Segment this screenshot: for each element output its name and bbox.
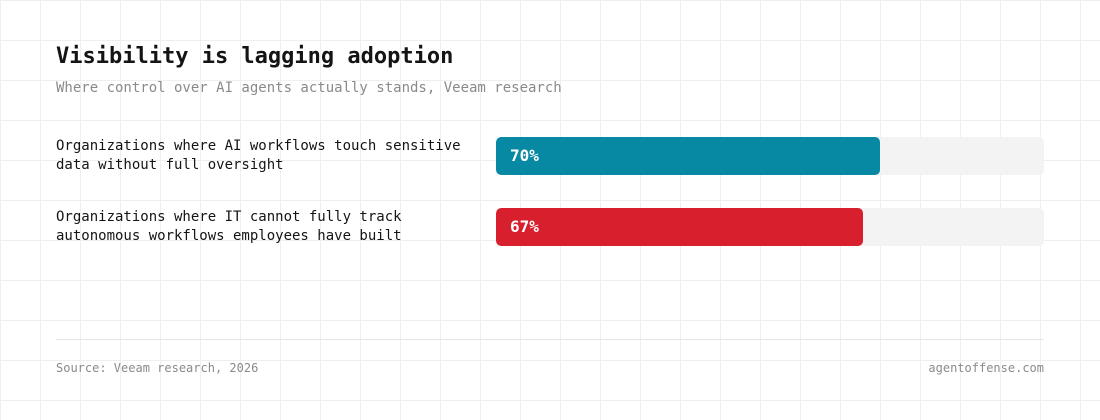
bar-row: Organizations where AI workflows touch s… (56, 130, 1044, 200)
category-label-line: autonomous workflows employees have buil… (56, 228, 402, 244)
chart-title: Visibility is lagging adoption (56, 44, 454, 69)
category-label: Organizations where IT cannot fully trac… (56, 208, 476, 246)
source-note: Source: Veeam research, 2026 (56, 361, 259, 375)
bar-value-label: 67% (510, 217, 539, 236)
category-label-line: Organizations where AI workflows touch s… (56, 138, 461, 154)
bar-value-label: 70% (510, 146, 539, 165)
bar-track: 70% (496, 137, 1044, 175)
bar-fill (496, 208, 864, 246)
category-label: Organizations where AI workflows touch s… (56, 137, 476, 175)
bar-row: Organizations where IT cannot fully trac… (56, 200, 1044, 271)
bar-fill (496, 137, 880, 175)
footer-divider (56, 339, 1044, 340)
site-credit: agentoffense.com (928, 361, 1044, 375)
category-label-line: Organizations where IT cannot fully trac… (56, 209, 402, 225)
bar-track: 67% (496, 208, 1044, 246)
category-label-line: data without full oversight (56, 157, 284, 173)
bar-chart: Organizations where AI workflows touch s… (56, 130, 1044, 271)
chart-subtitle: Where control over AI agents actually st… (56, 80, 562, 96)
